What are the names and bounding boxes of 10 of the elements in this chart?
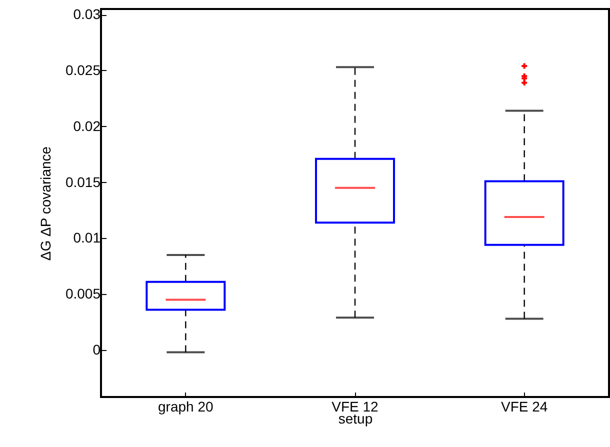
y-tick-label: 0.005 — [65, 286, 101, 302]
y-tick-label: 0.02 — [73, 118, 101, 134]
y-axis-title: ΔG ΔP covariance — [37, 146, 54, 261]
y-tick-label: 0.01 — [73, 230, 101, 246]
y-tick-label: 0 — [92, 342, 101, 358]
y-tick-label: 0.015 — [65, 174, 101, 190]
x-tick-label: graph 20 — [158, 398, 214, 414]
y-tick-label: 0.025 — [65, 62, 101, 78]
y-tick-label: 0.03 — [73, 6, 101, 22]
x-tick-label: VFE 24 — [500, 398, 548, 414]
